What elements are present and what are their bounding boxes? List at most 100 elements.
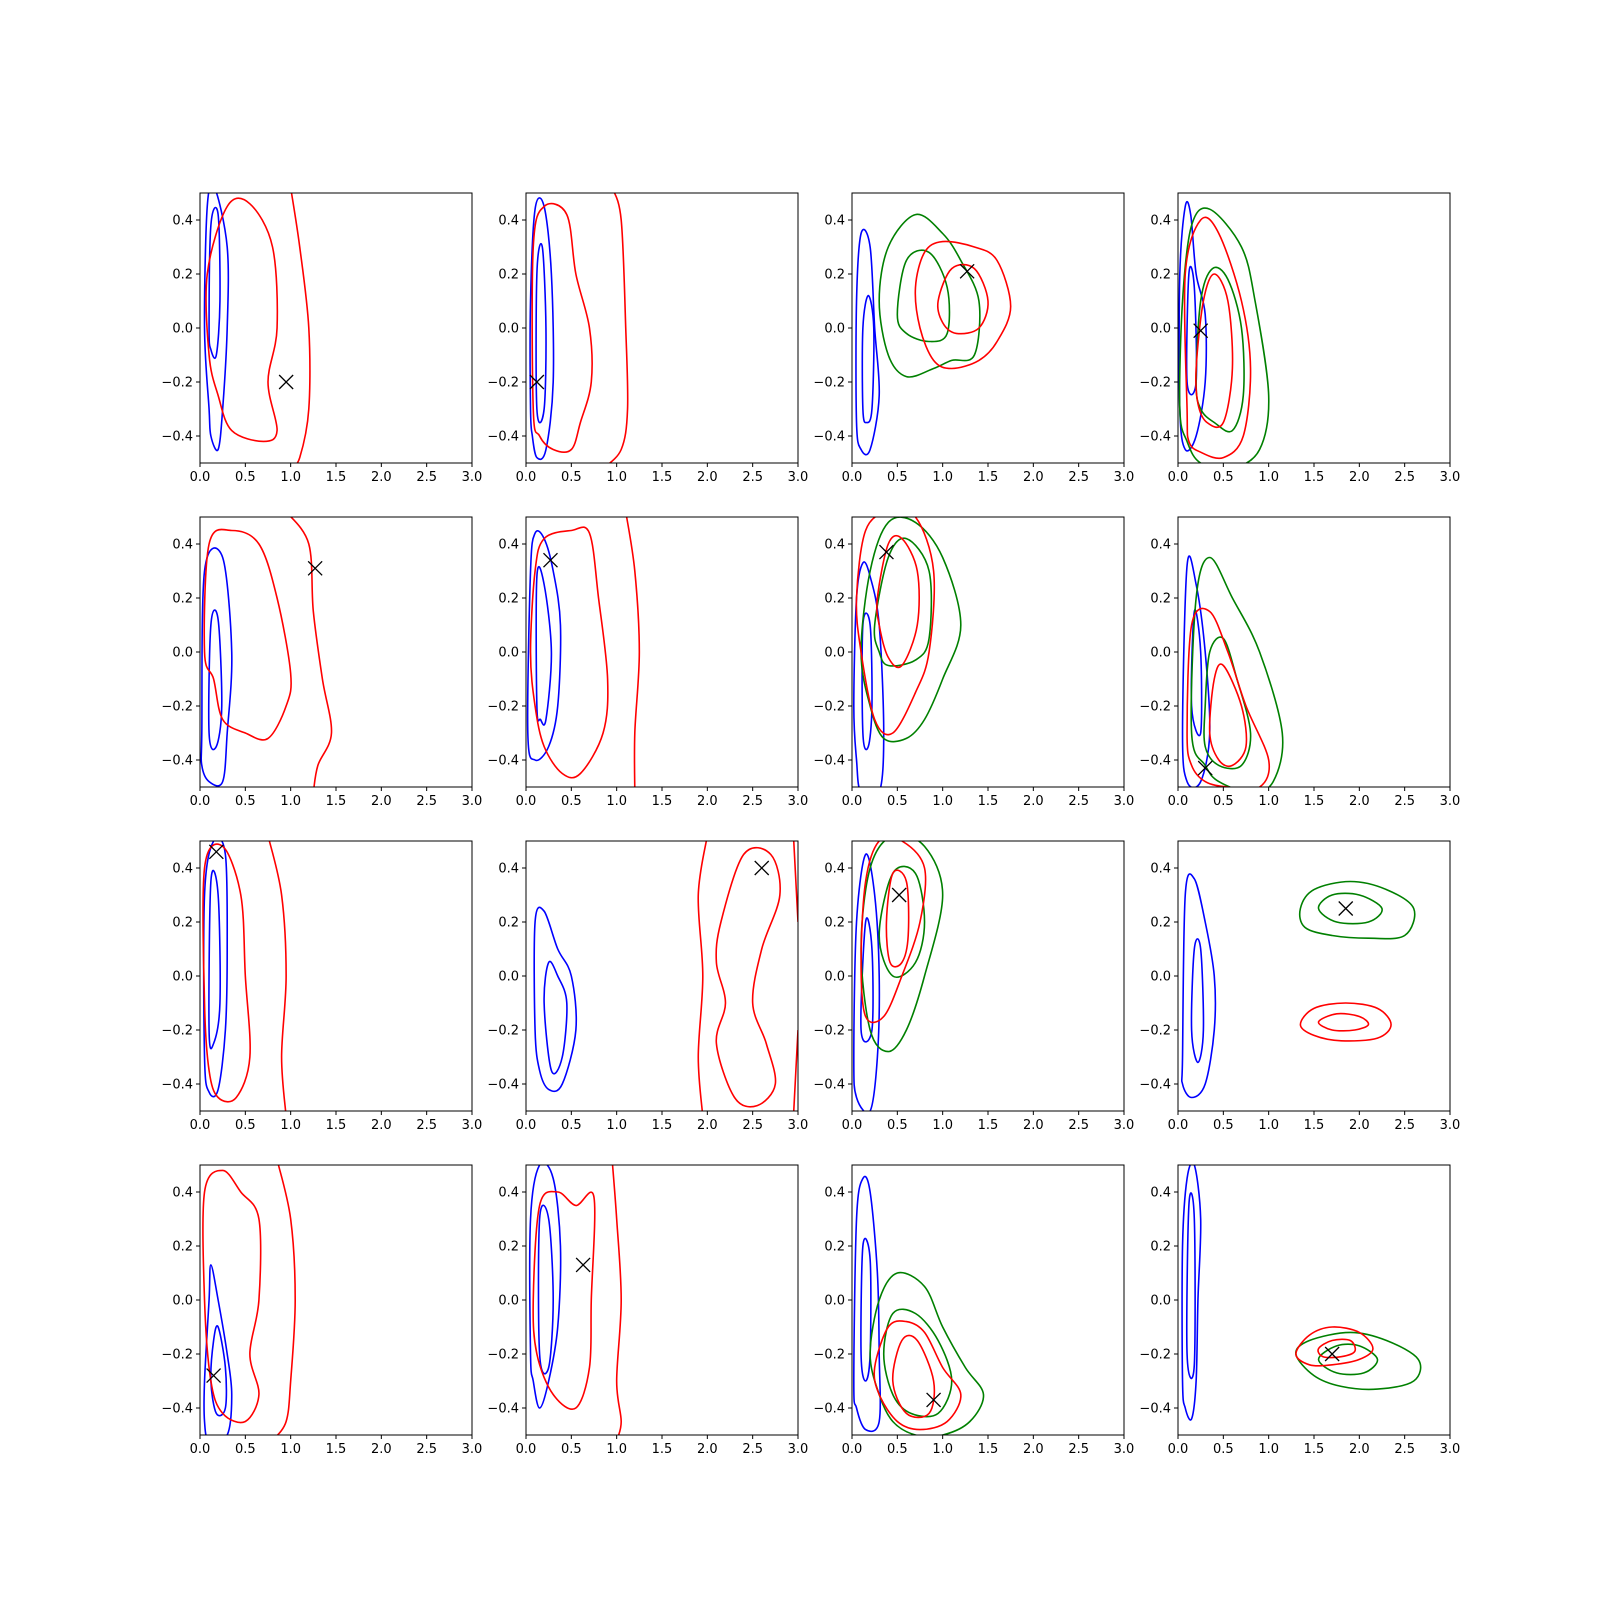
x-marker	[926, 1392, 942, 1408]
red-contour	[290, 193, 311, 463]
y-tick-label: −0.4	[487, 1078, 519, 1093]
x-tick-label: 3.0	[1114, 1442, 1135, 1457]
x-tick-label: 2.0	[1023, 470, 1044, 485]
y-tick-label: 0.4	[498, 214, 519, 229]
red-contour	[202, 1169, 262, 1424]
x-marker	[1193, 323, 1209, 339]
x-tick-label: 1.0	[280, 1118, 301, 1133]
blue-contour	[861, 294, 875, 424]
x-tick-label: 2.0	[1023, 1442, 1044, 1457]
red-contour	[531, 202, 593, 453]
y-tick-label: −0.2	[1139, 1024, 1171, 1039]
y-tick-label: −0.2	[161, 1348, 193, 1363]
plot-area	[202, 841, 287, 1111]
x-tick-label: 0.0	[190, 470, 211, 485]
y-tick-label: −0.4	[1139, 1402, 1171, 1417]
x-tick-label: 1.5	[978, 1442, 999, 1457]
red-contour	[203, 528, 292, 741]
y-tick-label: 0.0	[1150, 1294, 1171, 1309]
x-tick-label: 1.0	[280, 794, 301, 809]
blue-contour	[1185, 1192, 1196, 1380]
y-tick-label: −0.4	[813, 754, 845, 769]
subplot-1-3: 0.0 0.5 1.0 1.5 2.0 2.5 3.0 0.4 0.2 0.0 −0.2 −0.4	[813, 192, 1134, 485]
green-contour	[896, 249, 951, 343]
y-tick-label: 0.2	[172, 268, 193, 283]
y-tick-label: −0.4	[813, 430, 845, 445]
red-contour	[625, 517, 641, 787]
y-tick-label: 0.0	[824, 322, 845, 337]
x-tick-label: 3.0	[1440, 1118, 1461, 1133]
x-tick-label: 0.5	[561, 794, 582, 809]
x-tick-label: 0.5	[235, 470, 256, 485]
x-tick-label: 2.0	[371, 1442, 392, 1457]
x-tick-label: 0.5	[887, 794, 908, 809]
red-contour	[289, 517, 333, 787]
x-tick-label: 1.5	[1304, 470, 1325, 485]
subplot-4-3: 0.0 0.5 1.0 1.5 2.0 2.5 3.0 0.4 0.2 0.0 −0.2 −0.4	[813, 1164, 1135, 1457]
x-tick-label: 3.0	[462, 1442, 483, 1457]
blue-contour	[208, 869, 221, 1050]
red-contour	[1317, 1338, 1357, 1359]
x-tick-label: 1.0	[932, 470, 953, 485]
x-tick-label: 1.5	[978, 794, 999, 809]
x-tick-label: 0.5	[561, 1118, 582, 1133]
red-contour	[608, 193, 629, 463]
y-tick-label: 0.2	[824, 268, 845, 283]
x-tick-label: 3.0	[1114, 1118, 1135, 1133]
x-tick-label: 0.0	[190, 1442, 211, 1457]
x-tick-label: 1.5	[326, 1442, 347, 1457]
red-contour	[936, 263, 989, 335]
y-tick-label: 0.4	[172, 214, 193, 229]
y-tick-label: −0.4	[1139, 1078, 1171, 1093]
blue-contour	[1181, 1165, 1202, 1421]
x-tick-label: 0.0	[842, 1442, 863, 1457]
red-contour	[1186, 607, 1271, 787]
x-tick-label: 2.0	[371, 470, 392, 485]
plot-area	[528, 1165, 622, 1435]
y-tick-label: 0.2	[1150, 1240, 1171, 1255]
plot-area	[200, 517, 333, 787]
plot-area	[853, 517, 962, 787]
x-marker	[543, 552, 558, 568]
y-tick-label: 0.2	[498, 268, 519, 283]
x-tick-label: 2.5	[1068, 794, 1089, 809]
x-tick-label: 1.0	[1258, 470, 1279, 485]
subplot-2-2: 0.0 0.5 1.0 1.5 2.0 2.5 3.0 0.4 0.2 0.0 −0.2 −0.4	[487, 516, 809, 809]
x-tick-label: 2.0	[1023, 1118, 1044, 1133]
subplot-1-1: 0.0 0.5 1.0 1.5 2.0 2.5 3.0 0.4 0.2 0.0 −0.2 −0.4	[161, 192, 482, 485]
x-tick-label: 1.5	[1304, 1442, 1325, 1457]
x-tick-label: 0.0	[516, 470, 537, 485]
x-tick-label: 0.0	[842, 794, 863, 809]
green-contour	[1190, 556, 1284, 787]
x-tick-label: 2.5	[742, 794, 763, 809]
x-tick-label: 0.0	[1168, 1118, 1189, 1133]
x-tick-label: 1.0	[606, 470, 627, 485]
y-tick-label: 0.2	[172, 1240, 193, 1255]
blue-contour	[202, 841, 229, 1098]
red-contour	[873, 1320, 962, 1431]
x-tick-label: 0.0	[842, 1118, 863, 1133]
x-tick-label: 0.5	[561, 1442, 582, 1457]
green-contour	[1317, 892, 1383, 925]
x-tick-label: 0.5	[887, 470, 908, 485]
y-tick-label: −0.2	[161, 700, 193, 715]
y-tick-label: 0.0	[1150, 970, 1171, 985]
red-contour	[1194, 273, 1234, 429]
x-tick-label: 0.5	[235, 794, 256, 809]
y-tick-label: −0.2	[487, 376, 519, 391]
blue-contour	[207, 609, 223, 751]
x-tick-label: 0.0	[1168, 1442, 1189, 1457]
x-tick-label: 2.0	[1023, 794, 1044, 809]
x-tick-label: 3.0	[788, 794, 809, 809]
y-tick-label: 0.4	[824, 214, 845, 229]
x-tick-label: 0.5	[1213, 794, 1234, 809]
blue-contour	[210, 1325, 228, 1417]
x-tick-label: 1.0	[932, 1118, 953, 1133]
red-contour	[697, 841, 708, 1111]
x-tick-label: 1.0	[1258, 1118, 1279, 1133]
x-tick-label: 2.5	[742, 470, 763, 485]
y-tick-label: 0.2	[824, 1240, 845, 1255]
red-contour	[914, 240, 1012, 370]
x-tick-label: 0.5	[1213, 470, 1234, 485]
x-tick-label: 2.5	[1394, 1118, 1415, 1133]
